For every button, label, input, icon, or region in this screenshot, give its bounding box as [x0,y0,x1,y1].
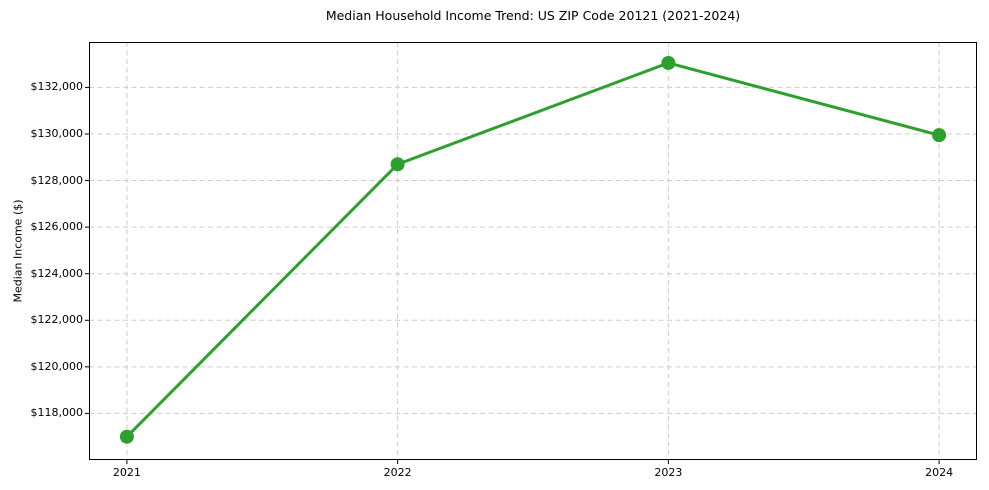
data-point-2021 [119,429,134,444]
y-tick-label: $118,000 [30,406,84,420]
x-tick-label: 2021 [112,466,141,479]
y-tick-label: $122,000 [30,313,84,327]
plot-area [85,42,977,464]
x-tick-label: 2022 [383,466,412,479]
x-tick-label: 2024 [925,466,954,479]
data-point-2023 [661,55,676,70]
y-tick-label: $124,000 [30,266,84,280]
x-tick-label: 2023 [654,466,683,479]
income-trend-line [125,61,941,439]
y-tick-label: $128,000 [30,173,84,187]
plot-svg [85,42,977,464]
data-point-2024 [932,128,947,143]
y-tick-label: $120,000 [30,359,84,373]
chart-title: Median Household Income Trend: US ZIP Co… [325,8,741,23]
y-tick-label: $132,000 [30,80,84,94]
data-point-2022 [390,157,405,172]
y-tick-label: $126,000 [30,220,84,234]
plot-frame [89,42,977,460]
y-tick-label: $130,000 [30,126,84,140]
y-axis-title: Median Income ($) [11,199,25,303]
